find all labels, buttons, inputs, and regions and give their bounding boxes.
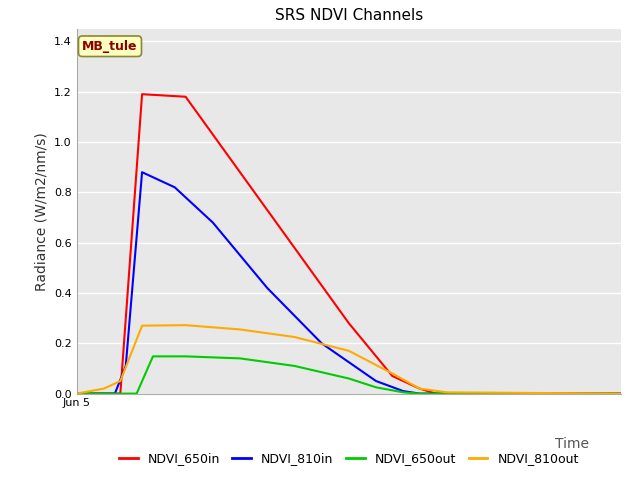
Line: NDVI_650out: NDVI_650out	[77, 356, 621, 394]
NDVI_650in	[291, 245, 298, 251]
NDVI_650in	[345, 320, 353, 326]
NDVI_650out	[345, 376, 353, 382]
NDVI_650out	[291, 363, 298, 369]
NDVI_650in	[182, 94, 189, 100]
Y-axis label: Radiance (W/m2/nm/s): Radiance (W/m2/nm/s)	[35, 132, 49, 290]
NDVI_650in	[416, 386, 424, 392]
NDVI_810out	[116, 378, 124, 384]
NDVI_650in	[617, 391, 625, 396]
NDVI_810out	[388, 371, 396, 376]
NDVI_810in	[209, 220, 216, 226]
Text: Time: Time	[555, 437, 589, 451]
Line: NDVI_650in: NDVI_650in	[77, 94, 621, 394]
NDVI_810out	[138, 323, 146, 328]
Legend: NDVI_650in, NDVI_810in, NDVI_650out, NDVI_810out: NDVI_650in, NDVI_810in, NDVI_650out, NDV…	[114, 447, 584, 470]
NDVI_810in	[171, 184, 179, 190]
NDVI_810out	[617, 391, 625, 396]
NDVI_810in	[372, 378, 380, 384]
NDVI_810out	[291, 334, 298, 340]
NDVI_650in	[432, 391, 440, 396]
NDVI_650out	[73, 391, 81, 396]
NDVI_650out	[236, 356, 244, 361]
NDVI_810in	[264, 285, 271, 291]
NDVI_650in	[388, 373, 396, 379]
NDVI_650out	[182, 353, 189, 359]
Text: MB_tule: MB_tule	[82, 40, 138, 53]
NDVI_650in	[116, 391, 124, 396]
NDVI_810in	[111, 391, 119, 396]
NDVI_810out	[73, 391, 81, 396]
NDVI_650in	[138, 91, 146, 97]
NDVI_810out	[100, 386, 108, 392]
NDVI_810out	[443, 389, 451, 395]
NDVI_810out	[182, 322, 189, 328]
NDVI_650out	[133, 391, 141, 396]
NDVI_810in	[138, 169, 146, 175]
NDVI_810in	[416, 391, 424, 396]
NDVI_650out	[617, 391, 625, 396]
NDVI_810in	[318, 340, 326, 346]
NDVI_650in	[73, 391, 81, 396]
Title: SRS NDVI Channels: SRS NDVI Channels	[275, 9, 423, 24]
NDVI_650out	[372, 384, 380, 390]
NDVI_650out	[399, 389, 407, 395]
NDVI_810in	[73, 391, 81, 396]
NDVI_810in	[122, 363, 129, 369]
NDVI_810in	[399, 388, 407, 394]
NDVI_810out	[416, 386, 424, 392]
NDVI_810in	[617, 391, 625, 396]
NDVI_650out	[149, 353, 157, 359]
NDVI_650in	[236, 169, 244, 175]
NDVI_650out	[416, 391, 424, 396]
Line: NDVI_810in: NDVI_810in	[77, 172, 621, 394]
NDVI_810out	[345, 348, 353, 354]
Line: NDVI_810out: NDVI_810out	[77, 325, 621, 394]
NDVI_810out	[236, 326, 244, 332]
